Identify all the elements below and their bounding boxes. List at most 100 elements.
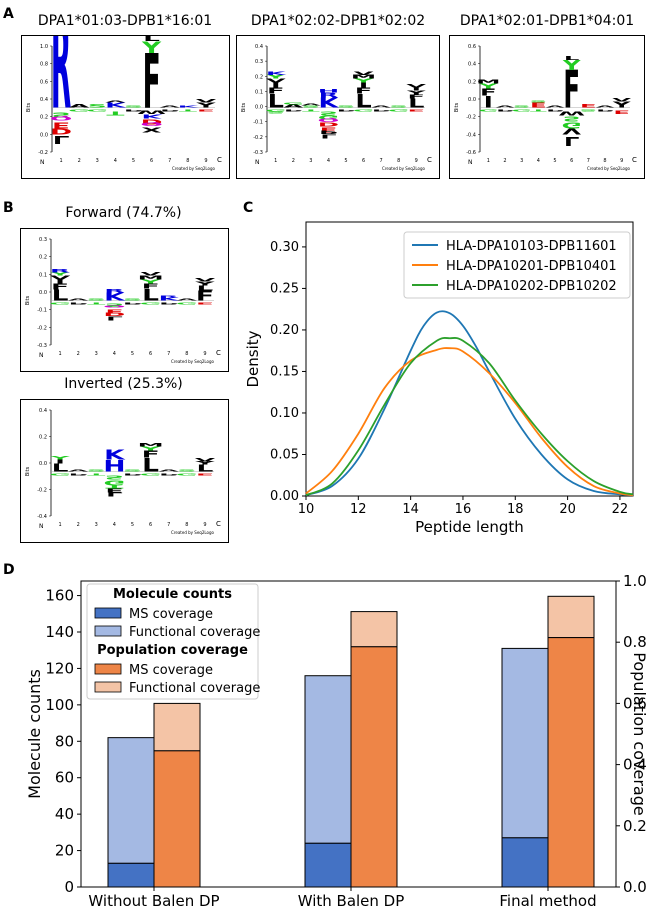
logo-letter: Y — [265, 74, 286, 80]
logo-position-label: 3 — [96, 158, 99, 164]
logo-y-tick-label: -0.2 — [38, 150, 48, 156]
logo-letter: S — [52, 111, 71, 119]
bar-count-functional — [304, 675, 352, 844]
logo-letter: H — [318, 89, 339, 94]
y-tick-label: 20 — [55, 842, 74, 860]
logo-letter: S — [88, 104, 107, 109]
logo-letter: V — [195, 458, 216, 463]
sequence-logo-a2: Bits 0.4 0.3 0.2 0.1 0.0 -0.1 -0.2 -0.3 N C Created… — [236, 35, 440, 179]
bar-pop-functional — [547, 595, 595, 639]
bar-pop-functional — [153, 702, 201, 752]
logo-y-tick-label: 0.4 — [255, 44, 263, 50]
logo-credit: Created by Seq2Logo — [587, 166, 631, 171]
logo-c-terminus: C — [632, 156, 637, 164]
legend-box — [86, 583, 259, 700]
logo-y-tick-label: 0.4 — [468, 62, 476, 68]
logo-y-tick-label: 0.0 — [255, 105, 263, 111]
logo-letter: G — [104, 479, 126, 487]
logo-letter: A — [301, 103, 322, 106]
logo-letter: F — [142, 449, 160, 460]
legend-group-title: Population coverage — [97, 643, 248, 658]
logo-y-tick-label: -0.2 — [466, 115, 476, 121]
logo-letter: P — [319, 129, 338, 134]
logo-letter: F — [143, 39, 161, 126]
logo-letter: F — [355, 86, 373, 95]
logo-position-label: 8 — [185, 351, 188, 357]
logo-letter: P — [123, 473, 142, 476]
bar-pop-ms — [350, 646, 398, 888]
panel-label-c: C — [243, 200, 254, 216]
logo-letter: A — [496, 105, 516, 108]
logo-letter: Q — [140, 121, 162, 126]
logo-letter: V — [140, 272, 161, 277]
logo-letter: G — [140, 302, 162, 305]
logo-letter: T — [179, 109, 197, 112]
logo-letter: F — [51, 282, 69, 292]
sequence-logo-forward: Bits 0.3 0.2 0.1 0.0 -0.1 -0.2 -0.3 N C Created by… — [20, 228, 229, 372]
logo-position-label: 7 — [380, 158, 383, 164]
logo-letter: S — [337, 105, 355, 108]
logo-letter: E — [580, 104, 597, 109]
logo-y-tick-label: 0.1 — [39, 272, 47, 278]
logo-letter: L — [320, 133, 337, 139]
logo-letter: G — [176, 302, 198, 305]
logo-title-inverted: Inverted (25.3%) — [64, 376, 183, 392]
bar-pop-functional — [350, 611, 398, 648]
y2-tick-label: 0.8 — [623, 633, 647, 651]
logo-letter: G — [140, 473, 162, 476]
logo-letter: K — [141, 113, 163, 120]
y-tick-label: 40 — [55, 805, 74, 823]
y-tick-label: 0.00 — [270, 489, 299, 504]
logo-y-tick-label: 0.8 — [40, 62, 48, 68]
logo-letter: P — [496, 109, 514, 112]
logo-y-tick-label: -0.4 — [37, 514, 47, 520]
logo-letter: G — [49, 302, 71, 305]
y2-tick-label: 0.0 — [623, 878, 647, 896]
y2-axis-label: Population coverage — [630, 652, 649, 815]
logo-letter: F — [267, 86, 285, 95]
logo-letter: L — [53, 134, 70, 147]
legend-box — [403, 231, 631, 299]
bar-count-ms — [501, 837, 549, 888]
logo-letter: F — [480, 87, 497, 98]
panel-label-d: D — [3, 562, 15, 578]
y-tick-label: 60 — [55, 769, 74, 787]
logo-letter: I — [55, 458, 65, 465]
y-tick-label: 80 — [55, 732, 74, 750]
logo-position-label: 8 — [186, 158, 189, 164]
logo-y-label: Bits — [25, 295, 31, 305]
logo-letter: X — [141, 126, 162, 134]
logo-letter: L — [564, 134, 580, 149]
logo-y-tick-label: 0.2 — [39, 435, 47, 441]
logo-letter: K — [158, 297, 180, 302]
sequence-logo-a3: Bits 0.6 0.4 0.2 0.0 -0.2 -0.4 -0.6 N C Created by… — [449, 35, 645, 179]
logo-position-label: 5 — [553, 158, 556, 164]
logo-y-label: Bits — [26, 102, 32, 112]
logo-letter: E — [197, 109, 215, 112]
logo-letter: Y — [194, 280, 216, 287]
logo-letter: Y — [562, 57, 582, 73]
logo-letter: G — [388, 109, 409, 112]
x-tick-label: Without Balen DP — [88, 892, 219, 908]
logo-c-terminus: C — [427, 156, 432, 164]
logo-y-label: Bits — [454, 102, 460, 112]
logo-letter: E — [320, 126, 338, 134]
logo-position-label: 2 — [292, 158, 295, 164]
logo-position-label: 4 — [114, 158, 117, 164]
logo-letter: S — [530, 100, 548, 103]
x-tick-label: 22 — [612, 502, 629, 517]
logo-y-tick-label: -0.2 — [37, 325, 47, 331]
logo-letter: P — [160, 109, 179, 112]
legend-label: Functional coverage — [129, 681, 260, 696]
logo-position-label: 6 — [362, 158, 365, 164]
logo-letter: G — [49, 473, 71, 476]
logo-letter: K — [105, 101, 127, 109]
logo-letter: K — [319, 95, 340, 111]
logo-letter: L — [355, 91, 371, 113]
logo-letter: P — [68, 302, 87, 305]
logo-position-label: 3 — [95, 522, 98, 528]
y-tick-label: 120 — [45, 659, 74, 677]
density-line-1 — [305, 310, 634, 497]
bar-count-ms — [304, 842, 352, 888]
